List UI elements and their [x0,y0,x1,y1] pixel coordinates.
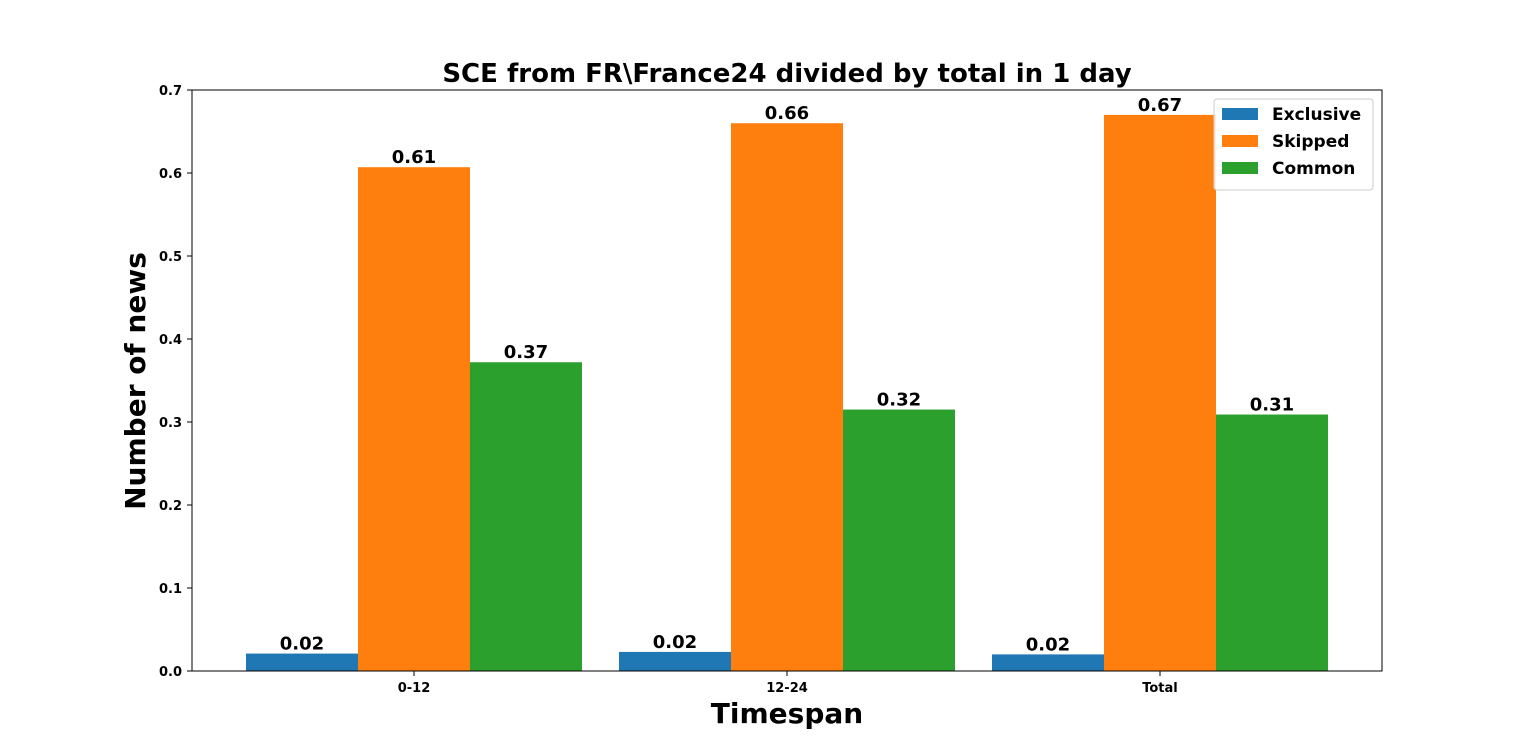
legend-swatch-common [1222,162,1258,174]
data-label: 0.37 [504,342,548,363]
data-label: 0.02 [1026,634,1070,655]
legend-swatch-exclusive [1222,108,1258,120]
data-label: 0.66 [765,103,809,124]
legend: Exclusive Skipped Common [1213,98,1374,191]
y-axis-title: Number of news [119,252,152,510]
y-tick-label: 0.0 [159,665,182,680]
data-labels-layer: 0.02 0.02 0.02 0.61 0.66 0.67 0.37 0.32 0.31 [280,95,1294,656]
y-tick-label: 0.7 [159,84,182,99]
bars-layer [246,114,1328,671]
y-tick-label: 0.5 [159,250,182,265]
y-axis: 0.0 0.1 0.2 0.3 0.4 0.5 0.6 0.7 [159,84,192,680]
bar-common-12-24 [843,409,955,671]
x-axis-title: Timespan [711,697,863,730]
bar-skipped-total [1104,114,1216,671]
legend-label-common: Common [1272,159,1355,179]
bar-exclusive-0-12 [246,653,358,671]
y-tick-label: 0.4 [159,333,182,348]
y-tick-label: 0.2 [159,499,182,514]
x-tick-label: 12-24 [766,681,808,696]
data-label: 0.67 [1138,95,1182,116]
legend-label-skipped: Skipped [1272,132,1349,152]
y-tick-label: 0.3 [159,416,182,431]
x-tick-label: Total [1142,681,1178,696]
data-label: 0.02 [280,634,324,655]
bar-exclusive-12-24 [619,651,731,671]
data-label: 0.61 [392,147,436,168]
data-label: 0.02 [653,632,697,653]
data-label: 0.31 [1250,395,1294,416]
x-tick-label: 0-12 [398,681,431,696]
bar-skipped-0-12 [358,167,470,671]
y-tick-label: 0.1 [159,582,182,597]
data-label: 0.32 [877,390,921,411]
bar-common-0-12 [470,362,582,671]
bar-exclusive-total [992,654,1104,671]
bar-skipped-12-24 [731,123,843,671]
bar-common-total [1216,414,1328,671]
x-axis: 0-12 12-24 Total [398,671,1178,696]
legend-swatch-skipped [1222,135,1258,147]
chart-title: SCE from FR\France24 divided by total in… [442,59,1131,89]
legend-label-exclusive: Exclusive [1272,105,1361,125]
y-tick-label: 0.6 [159,167,182,182]
